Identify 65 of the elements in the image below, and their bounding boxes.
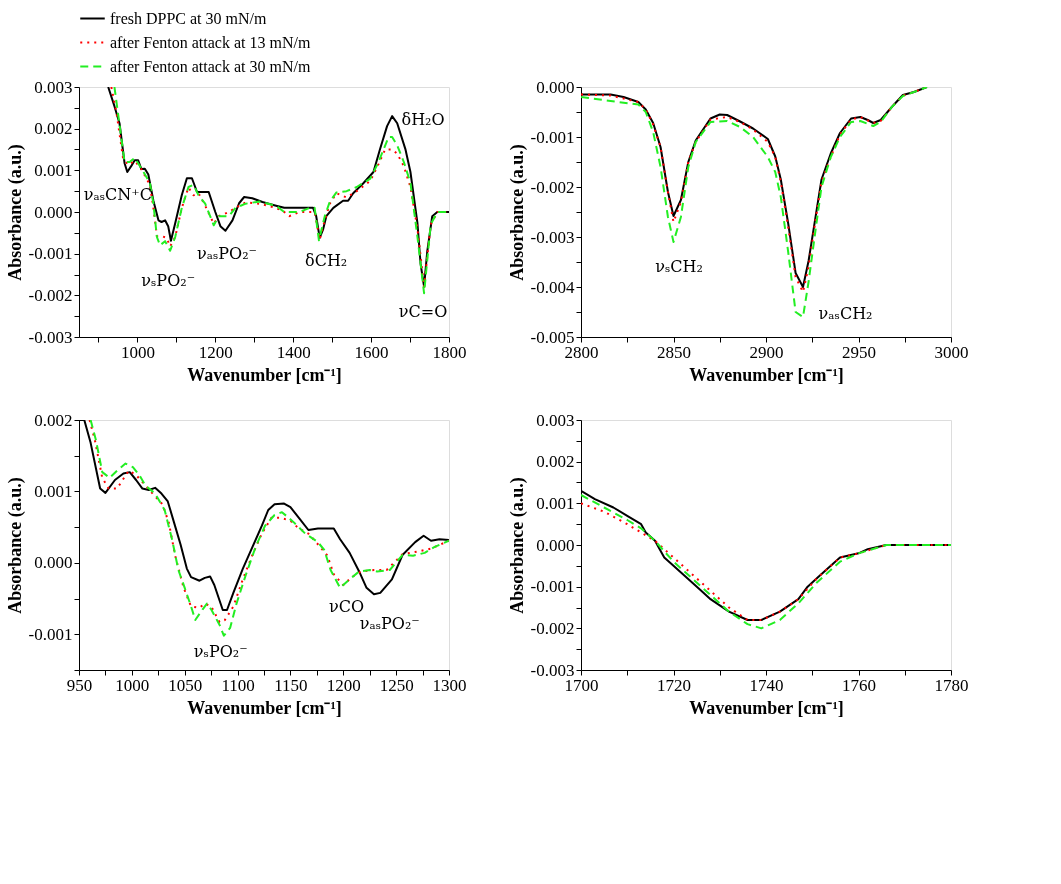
y-tick-label: 0.003 xyxy=(34,77,73,97)
x-tick-label: 950 xyxy=(66,675,93,695)
x-tick-label: 1400 xyxy=(276,342,311,362)
x-tick-label: 1720 xyxy=(657,675,691,695)
legend-label: after Fenton attack at 13 mN/m xyxy=(110,33,311,51)
x-tick-label: 1250 xyxy=(379,675,414,695)
x-tick-label: 1780 xyxy=(934,675,969,695)
x-tick-label: 3000 xyxy=(934,342,969,362)
x-axis-title: Wavenumber [cm⁻¹] xyxy=(689,697,844,718)
x-tick-label: 1100 xyxy=(221,675,255,695)
annotation: νC=O xyxy=(398,302,448,321)
x-tick-label: 1600 xyxy=(354,342,389,362)
y-tick-label: -0.001 xyxy=(28,624,73,644)
y-axis-title: Absorbance (a.u.) xyxy=(4,144,26,281)
x-tick-label: 2850 xyxy=(657,342,691,362)
y-tick-label: 0.000 xyxy=(536,535,575,555)
y-tick-label: 0.000 xyxy=(34,553,73,573)
y-axis-title: Absorbance (a.u.) xyxy=(506,477,528,614)
x-tick-label: 1200 xyxy=(198,342,233,362)
y-tick-label: -0.001 xyxy=(530,577,575,597)
annotation: νₐₛPO₂⁻ xyxy=(196,243,258,263)
annotation: δH₂O xyxy=(401,110,445,130)
x-tick-label: 1740 xyxy=(749,675,784,695)
annotation: νCO xyxy=(328,596,365,616)
x-tick-label: 1760 xyxy=(842,675,876,695)
y-tick-label: 0.000 xyxy=(34,202,73,222)
y-tick-label: -0.002 xyxy=(530,618,575,638)
x-tick-label: 1000 xyxy=(120,342,155,362)
x-tick-label: 1200 xyxy=(326,675,361,695)
x-tick-label: 1800 xyxy=(432,342,467,362)
annotation: νₐₛPO₂⁻ xyxy=(359,613,420,633)
legend-label: after Fenton attack at 30 mN/m xyxy=(110,57,311,75)
y-tick-label: 0.002 xyxy=(34,410,73,430)
x-tick-label: 1150 xyxy=(274,675,308,695)
y-tick-label: 0.001 xyxy=(34,481,73,501)
y-tick-label: -0.004 xyxy=(530,277,575,297)
y-tick-label: -0.002 xyxy=(530,177,575,197)
y-tick-label: -0.001 xyxy=(530,127,575,147)
y-tick-label: 0.002 xyxy=(34,119,73,139)
annotation: νₐₛCN⁺C xyxy=(83,185,152,205)
annotation: νₛPO₂⁻ xyxy=(193,642,248,662)
x-tick-label: 2900 xyxy=(749,342,784,362)
y-tick-label: -0.001 xyxy=(28,244,73,264)
y-tick-label: -0.003 xyxy=(530,227,575,247)
x-tick-label: 1300 xyxy=(432,675,467,695)
y-tick-label: 0.001 xyxy=(34,160,73,180)
x-tick-label: 1000 xyxy=(115,675,150,695)
y-tick-label: 0.000 xyxy=(536,77,575,97)
x-tick-label: 2950 xyxy=(842,342,876,362)
y-tick-label: 0.002 xyxy=(536,452,575,472)
x-axis-title: Wavenumber [cm⁻¹] xyxy=(689,364,844,385)
y-tick-label: 0.003 xyxy=(536,410,575,430)
annotation: νₛPO₂⁻ xyxy=(141,270,196,290)
annotation: νₐₛCH₂ xyxy=(818,303,873,323)
y-tick-label: -0.003 xyxy=(28,327,73,347)
annotation: δCH₂ xyxy=(305,250,348,270)
y-tick-label: 0.001 xyxy=(536,493,575,513)
x-tick-label: 1050 xyxy=(168,675,203,695)
legend-label: fresh DPPC at 30 mN/m xyxy=(110,9,267,27)
x-axis-title: Wavenumber [cm⁻¹] xyxy=(187,697,342,718)
y-tick-label: -0.002 xyxy=(28,285,73,305)
y-axis-title: Absorbance (a.u.) xyxy=(506,144,528,281)
y-axis-title: Absorbance (a.u.) xyxy=(4,477,26,614)
x-axis-title: Wavenumber [cm⁻¹] xyxy=(187,364,342,385)
annotation: νₛCH₂ xyxy=(655,257,703,276)
